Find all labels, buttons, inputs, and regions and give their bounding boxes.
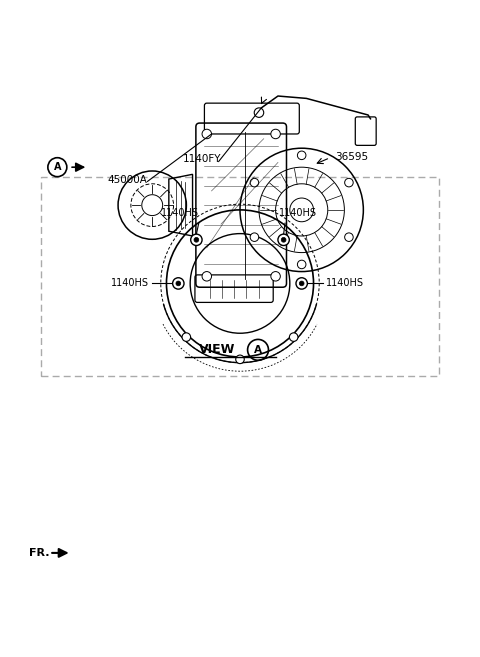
Text: A: A [254, 345, 262, 355]
Circle shape [236, 355, 244, 363]
Text: 1140HS: 1140HS [111, 279, 149, 288]
Text: 45000A: 45000A [107, 175, 147, 185]
Circle shape [271, 271, 280, 281]
Circle shape [345, 178, 353, 187]
Circle shape [182, 333, 191, 342]
Circle shape [300, 281, 304, 286]
Text: 1140HS: 1140HS [326, 279, 364, 288]
Circle shape [250, 178, 259, 187]
Text: VIEW: VIEW [199, 344, 235, 356]
Circle shape [298, 260, 306, 269]
Text: 1140FY: 1140FY [183, 154, 222, 164]
Text: A: A [54, 162, 61, 172]
Circle shape [250, 233, 259, 241]
Circle shape [176, 281, 180, 286]
Text: 1140HS: 1140HS [279, 208, 317, 219]
Text: 36595: 36595 [335, 152, 368, 162]
Circle shape [254, 108, 264, 118]
Circle shape [345, 233, 353, 241]
Circle shape [278, 234, 289, 246]
FancyArrowPatch shape [52, 549, 66, 556]
Circle shape [173, 278, 184, 289]
Circle shape [298, 151, 306, 160]
Circle shape [202, 271, 212, 281]
Circle shape [281, 237, 286, 242]
FancyArrowPatch shape [72, 164, 84, 171]
Text: 1140HS: 1140HS [161, 208, 199, 219]
Circle shape [194, 237, 199, 242]
Circle shape [202, 129, 212, 139]
Circle shape [289, 333, 298, 342]
Circle shape [191, 234, 202, 246]
Circle shape [296, 278, 307, 289]
Circle shape [271, 129, 280, 139]
Text: FR.: FR. [29, 548, 49, 558]
